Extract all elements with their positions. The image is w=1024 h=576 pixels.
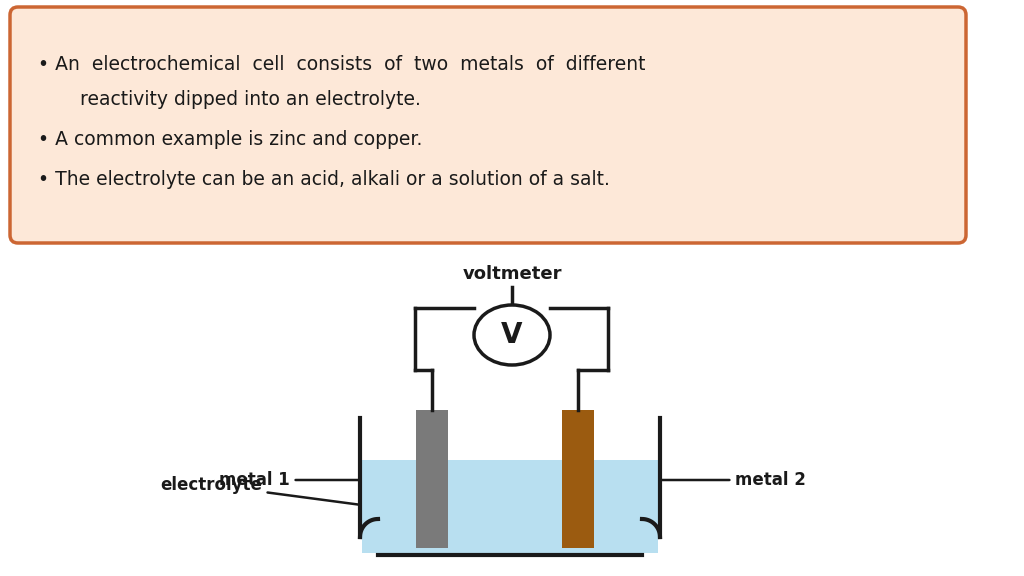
Bar (416, 410, 449, 548)
Text: • A common example is zinc and copper.: • A common example is zinc and copper. (38, 130, 422, 149)
Ellipse shape (474, 305, 550, 365)
Text: metal 1: metal 1 (219, 471, 429, 489)
Text: metal 2: metal 2 (581, 471, 806, 489)
Text: V: V (502, 321, 522, 349)
Bar (362, 460, 658, 553)
FancyBboxPatch shape (10, 7, 966, 243)
Bar (562, 410, 594, 548)
Text: voltmeter: voltmeter (462, 265, 562, 283)
Text: • The electrolyte can be an acid, alkali or a solution of a salt.: • The electrolyte can be an acid, alkali… (38, 170, 610, 189)
Text: • An  electrochemical  cell  consists  of  two  metals  of  different: • An electrochemical cell consists of tw… (38, 55, 645, 74)
Text: electrolyte: electrolyte (160, 476, 434, 514)
Text: reactivity dipped into an electrolyte.: reactivity dipped into an electrolyte. (38, 90, 421, 109)
